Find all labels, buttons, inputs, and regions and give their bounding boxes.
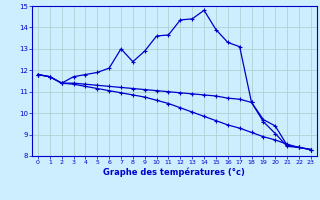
X-axis label: Graphe des températures (°c): Graphe des températures (°c) — [103, 168, 245, 177]
